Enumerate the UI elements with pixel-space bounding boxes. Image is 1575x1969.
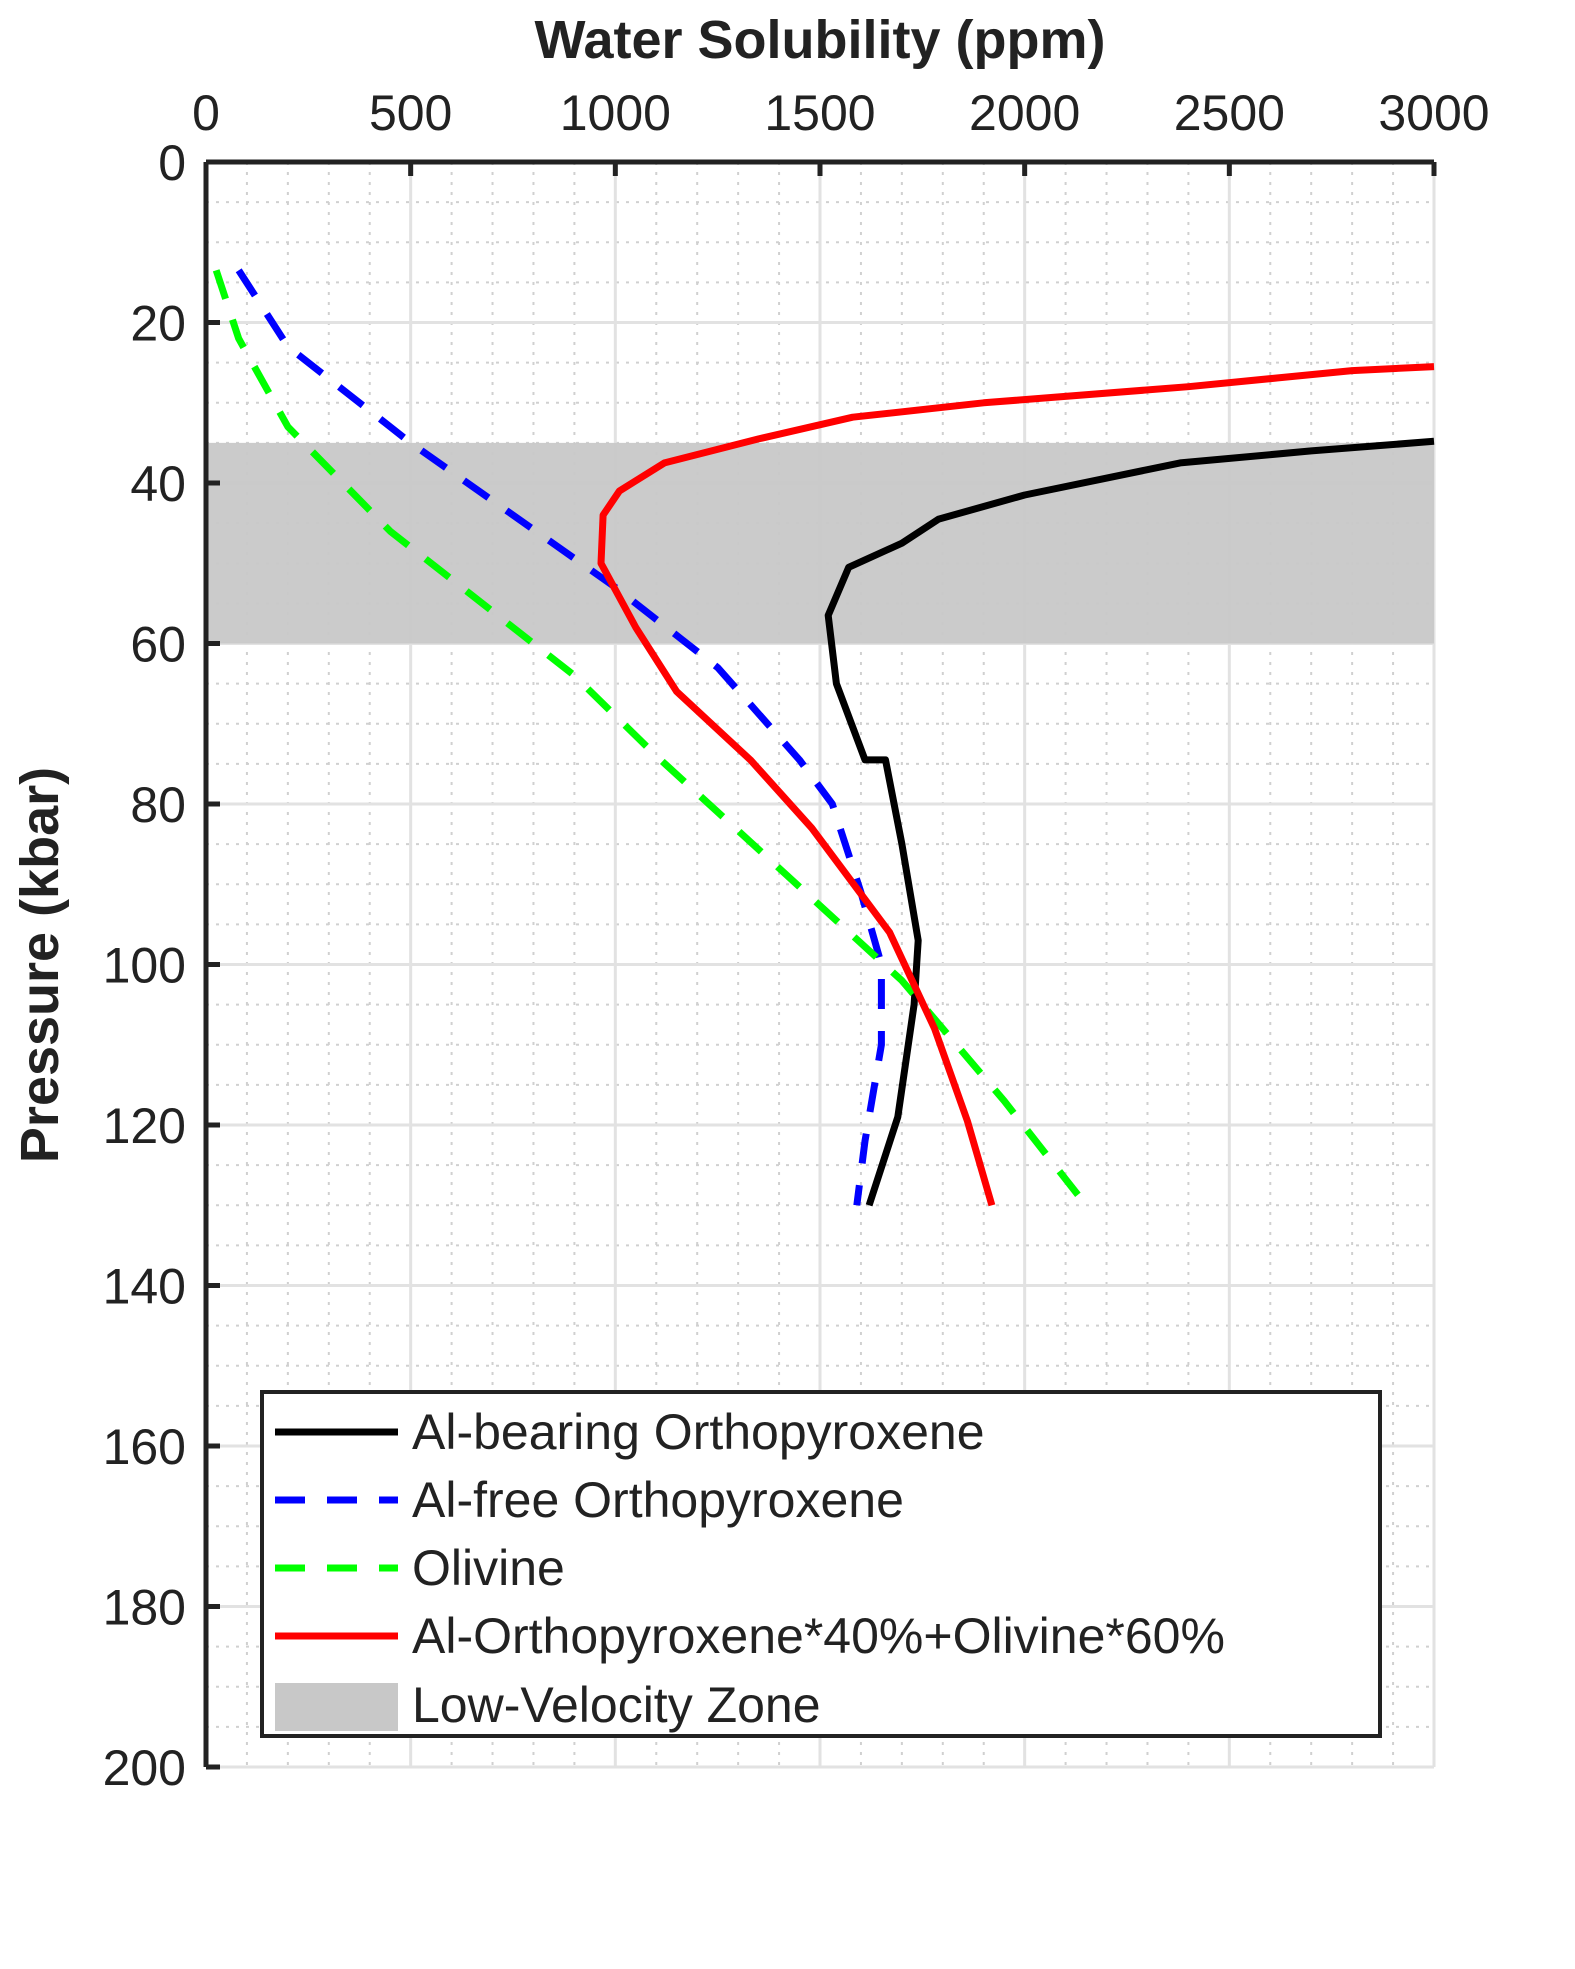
x-tick-label: 2000 xyxy=(969,85,1080,141)
series-layer xyxy=(212,268,1435,1208)
series-line-3 xyxy=(597,363,1435,1207)
y-tick-label: 40 xyxy=(130,456,186,512)
x-tick-label: 1500 xyxy=(764,85,875,141)
x-tick-label: 0 xyxy=(192,85,220,141)
y-tick-label: 200 xyxy=(103,1740,186,1796)
legend-label-olivine: Olivine xyxy=(412,1540,565,1596)
legend-label-al-free-opx: Al-free Orthopyroxene xyxy=(412,1472,904,1528)
y-tick-label: 60 xyxy=(130,617,186,673)
x-ticks: 0 500 1000 1500 2000 2500 3000 xyxy=(192,85,1490,176)
x-axis-title: Water Solubility (ppm) xyxy=(535,10,1106,70)
y-tick-label: 0 xyxy=(158,135,186,191)
y-tick-label: 80 xyxy=(130,777,186,833)
x-tick-label: 3000 xyxy=(1378,85,1489,141)
y-tick-label: 20 xyxy=(130,296,186,352)
y-tick-label: 160 xyxy=(103,1419,186,1475)
x-tick-label: 1000 xyxy=(560,85,671,141)
series-line-1 xyxy=(235,268,885,1206)
legend-box xyxy=(260,1390,1382,1738)
x-tick-label: 2500 xyxy=(1174,85,1285,141)
series-line-2 xyxy=(212,269,1089,1208)
y-tick-label: 180 xyxy=(103,1580,186,1636)
y-tick-label: 120 xyxy=(103,1098,186,1154)
series-line-0 xyxy=(824,437,1435,1207)
low-velocity-zone-band xyxy=(206,442,1434,644)
legend-label-mixture: Al-Orthopyroxene*40%+Olivine*60% xyxy=(412,1608,1225,1664)
y-tick-label: 140 xyxy=(103,1259,186,1315)
y-ticks: 0 20 40 60 80 100 120 140 160 180 200 xyxy=(103,135,220,1796)
x-tick-label: 500 xyxy=(369,85,452,141)
legend-label-al-bearing-opx: Al-bearing Orthopyroxene xyxy=(412,1404,985,1460)
legend-label-lvz: Low-Velocity Zone xyxy=(412,1677,821,1733)
legend-swatch-lvz xyxy=(275,1683,398,1731)
legend: Al-bearing Orthopyroxene Al-free Orthopy… xyxy=(260,1390,1382,1738)
y-tick-label: 100 xyxy=(103,938,186,994)
y-axis-title: Pressure (kbar) xyxy=(10,767,70,1163)
